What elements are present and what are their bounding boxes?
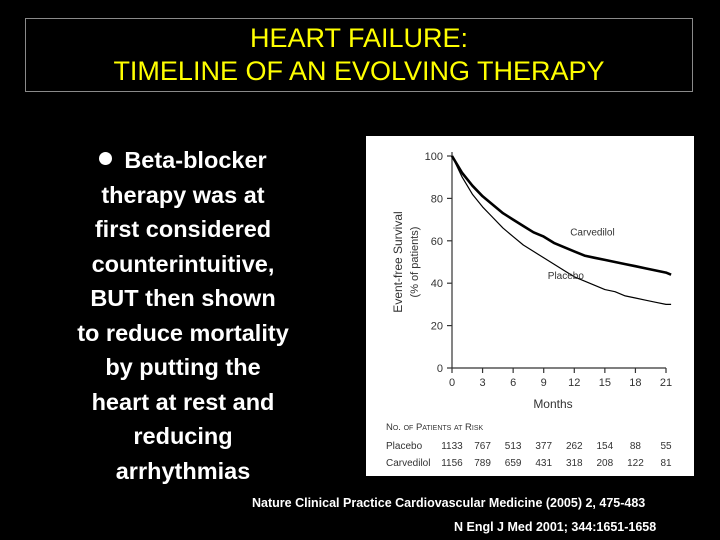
x-tick-label: 12 [568, 377, 580, 389]
survival-chart-svg: 0 20 40 60 80 100 0 3 6 9 12 15 18 21 Months Event-free… [386, 151, 672, 469]
series-line-carvedilol [450, 155, 672, 276]
risk-cell: 513 [505, 441, 522, 452]
bullet-line: arrhythmias [115, 457, 251, 484]
x-tick-label: 0 [449, 377, 455, 389]
risk-cell: 767 [474, 441, 491, 452]
x-tick-label: 15 [599, 377, 611, 389]
bullet-line: Beta-blocker [50, 143, 316, 178]
risk-cell: 431 [535, 458, 552, 469]
risk-row-label: Placebo [386, 441, 423, 452]
y-tick-label: 0 [437, 363, 443, 375]
bullet-icon [99, 152, 113, 165]
x-tick-label: 6 [510, 377, 516, 389]
risk-table-header: No. of Patients at Risk [386, 422, 483, 433]
bullet-line: by putting the [105, 354, 261, 380]
x-tick-label: 18 [629, 377, 641, 389]
risk-cell: 55 [660, 441, 672, 452]
risk-cell: 208 [597, 458, 614, 469]
risk-cell: 81 [660, 458, 672, 469]
title-line-2: TIMELINE OF AN EVOLVING THERAPY [113, 56, 605, 86]
risk-cell: 1133 [441, 441, 463, 452]
title-line-1: HEART FAILURE: [249, 23, 469, 53]
series-line-placebo [451, 155, 672, 305]
risk-cell: 262 [566, 441, 583, 452]
risk-row-label: Carvedilol [386, 458, 430, 469]
series-label-placebo: Placebo [548, 271, 585, 282]
bullet-line: BUT then shown [90, 285, 276, 311]
y-axis-subtitle: (% of patients) [409, 227, 421, 298]
risk-cell: 1156 [441, 458, 463, 469]
risk-cell: 154 [597, 441, 614, 452]
x-tick-label: 9 [541, 377, 547, 389]
bullet-line: counterintuitive, [91, 250, 275, 277]
slide-title: HEART FAILURE: TIMELINE OF AN EVOLVING T… [25, 18, 693, 92]
bullet-text: Beta-blocker therapy was at first consid… [50, 143, 316, 488]
y-tick-label: 60 [431, 236, 443, 248]
y-tick-label: 100 [425, 151, 443, 163]
risk-cell: 88 [630, 441, 642, 452]
x-axis-title: Months [533, 397, 572, 411]
bullet-line: reducing [133, 423, 233, 449]
x-tick-label: 21 [660, 377, 672, 389]
y-tick-label: 80 [431, 193, 443, 205]
risk-cell: 659 [505, 458, 522, 469]
y-tick-label: 20 [431, 321, 443, 333]
y-tick-label: 40 [431, 278, 443, 290]
bullet-line: therapy was at [101, 181, 265, 208]
bullet-line: heart at rest and [91, 388, 275, 415]
risk-cell: 318 [566, 458, 583, 469]
risk-cell: 789 [474, 458, 491, 469]
y-axis-title: Event-free Survival [391, 211, 405, 312]
risk-cell: 377 [535, 441, 552, 452]
bullet-line: to reduce mortality [77, 319, 289, 346]
bullet-line: first considered [94, 216, 272, 242]
series-label-carvedilol: Carvedilol [570, 228, 614, 239]
citation-nature: Nature Clinical Practice Cardiovascular … [252, 496, 646, 510]
survival-chart: 0 20 40 60 80 100 0 3 6 9 12 15 18 21 Months Event-free… [366, 136, 694, 476]
x-tick-label: 3 [480, 377, 486, 389]
citation-nejm: N Engl J Med 2001; 344:1651-1658 [454, 520, 657, 534]
risk-cell: 122 [627, 458, 644, 469]
